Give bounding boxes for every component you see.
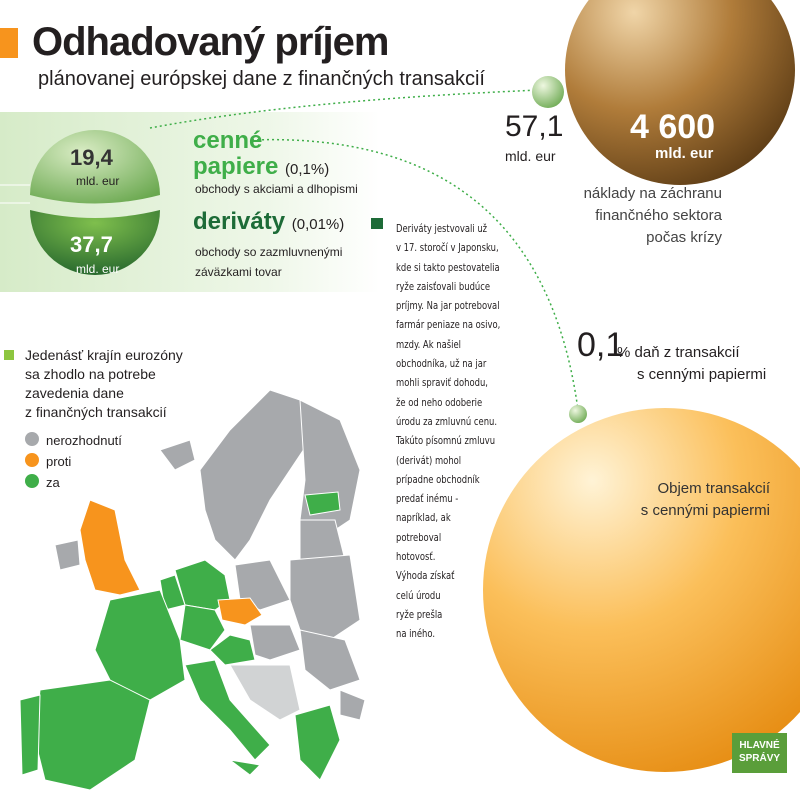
small-sphere — [532, 76, 564, 108]
title: Odhadovaný príjem — [32, 20, 389, 64]
note-line: Takúto písomnú zmluvu — [396, 434, 496, 448]
text-line: SPRÁVY — [738, 753, 781, 764]
note-line: celú úrodu — [396, 588, 441, 602]
tiny-sphere — [569, 405, 587, 423]
note-line: ryže zaisťovali budúce — [396, 279, 491, 293]
text-line: % daň z transakcií — [617, 344, 740, 361]
rate: (0,1%) — [285, 161, 330, 178]
value: 37,7 — [70, 232, 113, 257]
text-line: náklady na záchranu — [583, 185, 722, 202]
note-marker — [371, 218, 383, 229]
text-line: z finančných transakcií — [25, 404, 167, 420]
note-line: Výhoda získať — [396, 569, 455, 583]
unit: mld. eur — [655, 145, 714, 162]
note-line: že od neho odoberie — [396, 395, 483, 409]
note-line: prípadne obchodník — [396, 472, 480, 486]
description: obchody so zazmluvnenými záväzkami tovar — [195, 242, 342, 282]
legend: nerozhodnutí proti za — [46, 430, 122, 493]
tax-text: % daň z transakcií s cennými papiermi — [617, 342, 766, 386]
instrument-name: cenné papiere (0,1%) — [193, 128, 329, 183]
text-line: papiere (0,1%) — [193, 154, 329, 183]
note-line: predať inému - — [396, 492, 459, 506]
note-line: farmár peniaze na osivo, — [396, 318, 501, 332]
value: 19,4 — [70, 145, 113, 170]
text-line: obchody so zazmluvnenými — [195, 245, 343, 259]
text-line: finančného sektora — [595, 207, 722, 224]
logo: HLAVNÉ SPRÁVY — [732, 739, 787, 765]
brown-sphere — [565, 0, 795, 185]
note: Deriváty jestvovali už v 17. storočí v Ja… — [396, 219, 519, 644]
logo-box — [732, 733, 787, 773]
note-line: na iného. — [396, 627, 435, 641]
note-line: (derivát) mohol — [396, 453, 462, 467]
text-line: zavedenia dane — [25, 385, 124, 401]
text-line: s cennými papiermi — [640, 502, 770, 519]
legend-item: proti — [46, 454, 72, 469]
sphere-bottom — [30, 210, 160, 275]
note-line: mzdy. Ak našiel — [396, 337, 461, 351]
legend-dot — [25, 474, 39, 488]
legend-title: Jedenásť krajín eurozóny sa zhodlo na po… — [25, 346, 183, 422]
sphere-top — [30, 130, 160, 204]
unit: mld. eur — [505, 148, 556, 164]
note-line: príjmy. Na jar potreboval — [396, 299, 500, 313]
caption: náklady na záchranu finančného sektora p… — [584, 183, 722, 249]
text-line: počas krízy — [646, 229, 722, 246]
text-line: cenné — [193, 127, 263, 154]
note-line: ryže prešla — [396, 607, 443, 621]
europe-map — [19, 389, 366, 791]
text-line: Objem transakcií — [657, 480, 770, 497]
note-line: v 17. storočí v Japonsku, — [396, 241, 499, 255]
tax-value: 0,1 — [577, 326, 625, 364]
orange-sphere — [483, 408, 800, 772]
note-line: potreboval — [396, 530, 442, 544]
description: obchody s akciami a dlhopismi — [195, 182, 358, 196]
text-line: papiere — [193, 153, 279, 180]
text-line: deriváty — [193, 208, 286, 235]
text-line: Jedenásť krajín eurozóny — [25, 347, 183, 363]
subtitle: plánovanej európskej dane z finančných t… — [38, 68, 485, 90]
value: 57,1 — [505, 110, 564, 143]
note-line: mohli spraviť dohodu, — [396, 376, 488, 390]
legend-dot — [25, 432, 39, 446]
text-line: HLAVNÉ — [739, 740, 780, 751]
text-line: sa zhodlo na potrebe — [25, 366, 156, 382]
note-line: úrodu za zmluvnú cenu. — [396, 414, 498, 428]
note-line: napríklad, ak — [396, 511, 451, 525]
note-line: hotovosť. — [396, 550, 436, 564]
legend-item: nerozhodnutí — [46, 433, 122, 448]
unit: mld. eur — [76, 262, 120, 276]
legend-marker — [4, 350, 14, 360]
accent-bar — [0, 28, 18, 58]
text-line: s cennými papiermi — [637, 366, 767, 383]
note-line: Deriváty jestvovali už — [396, 222, 488, 235]
instrument-name: deriváty (0,01%) — [193, 208, 344, 236]
unit: mld. eur — [76, 174, 120, 188]
note-line: obchodníka, už na jar — [396, 357, 487, 371]
rate: (0,01%) — [291, 216, 345, 233]
text-line: záväzkami tovar — [195, 265, 282, 279]
legend-item: za — [46, 475, 60, 490]
legend-dot — [25, 453, 39, 467]
value: 4 600 — [630, 108, 716, 146]
caption: Objem transakcií s cennými papiermi — [620, 478, 770, 522]
note-line: kde si takto pestovatelia — [396, 260, 500, 274]
